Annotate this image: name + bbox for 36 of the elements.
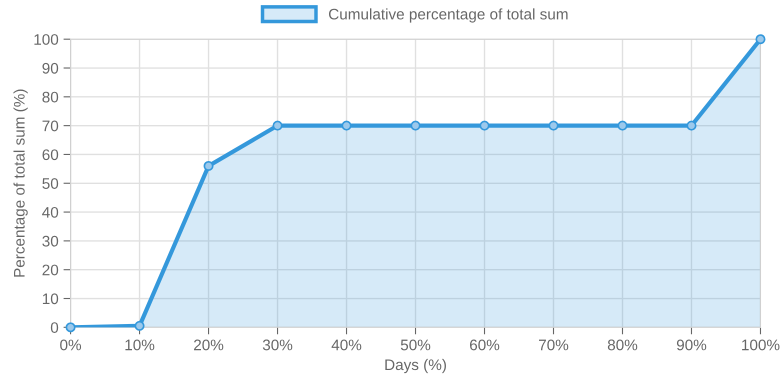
point — [686, 120, 696, 131]
point — [548, 120, 559, 131]
x-tick-label: 40% — [332, 340, 362, 350]
y-tick-label: 70 — [42, 120, 58, 132]
y-tick-label: 100 — [34, 34, 58, 45]
x-tick-label: 50% — [400, 340, 430, 350]
x-tick-label: 10% — [125, 340, 154, 350]
legend-label: Cumulative percentage of total sum — [328, 8, 568, 23]
y-tick-label: 80 — [42, 92, 58, 103]
x-axis-title: Days (%) — [385, 358, 446, 374]
point — [204, 160, 214, 171]
y-tick-label: 30 — [42, 236, 58, 247]
point — [617, 120, 628, 131]
x-tick-label: 70% — [539, 340, 568, 350]
y-tick-label: 60 — [42, 149, 58, 160]
y-tick-label: 0 — [50, 322, 58, 334]
x-tick-label: 60% — [470, 340, 500, 350]
y-axis-title: Percentage of total sum (%) — [13, 90, 28, 277]
x-tick-label: 20% — [194, 340, 224, 350]
x-tick-label: 100% — [742, 340, 780, 350]
point — [134, 320, 145, 331]
y-tick-label: 90 — [42, 62, 58, 74]
x-tick-label: 90% — [676, 340, 706, 350]
x-tick-label: 0% — [60, 340, 82, 350]
x-tick-label: 80% — [608, 340, 638, 350]
point — [410, 120, 421, 131]
y-tick-label: 40 — [42, 206, 58, 218]
point — [342, 120, 352, 131]
x-tick-label: 30% — [262, 340, 292, 350]
point — [755, 34, 766, 44]
y-tick-label: 50 — [42, 178, 58, 189]
y-tick-label: 10 — [42, 293, 58, 304]
point — [272, 120, 283, 131]
point — [480, 120, 490, 131]
y-tick-label: 20 — [42, 264, 58, 276]
point — [66, 322, 76, 332]
